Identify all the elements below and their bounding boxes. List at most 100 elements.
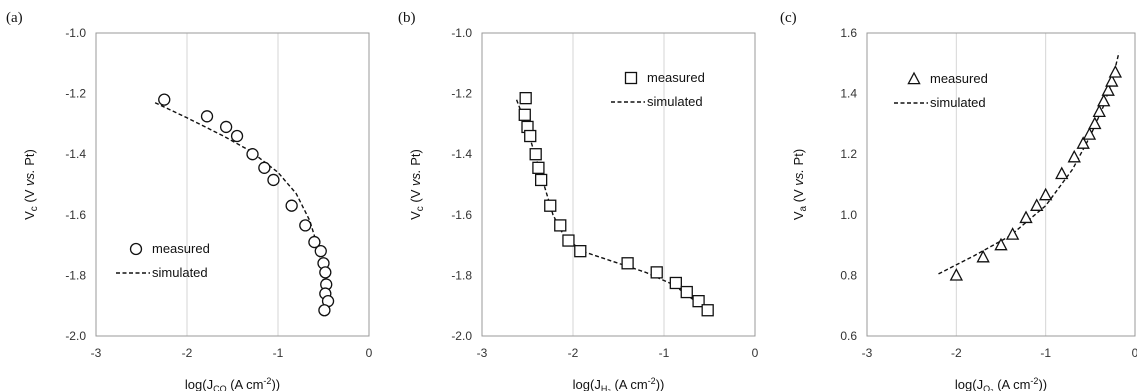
legend-measured-marker: [907, 71, 921, 85]
y-tick-label: -1.4: [451, 147, 472, 161]
measured-point: [650, 266, 663, 279]
plot-frame: [481, 32, 756, 337]
measured-point: [200, 110, 214, 123]
measured-point: [258, 161, 271, 174]
y-tick-label: -1.2: [65, 87, 86, 101]
measured-point: [680, 285, 693, 299]
x-axis-label-sup: -2: [1030, 376, 1038, 386]
x-axis-label-tail: (A cm: [611, 377, 648, 391]
panel-label: (b): [398, 10, 416, 26]
x-axis-label-end: )): [271, 377, 280, 391]
y-tick-label: -2.0: [451, 329, 472, 343]
measured-point: [532, 161, 545, 174]
measured-point: [701, 304, 714, 317]
y-tick-label: 1.4: [840, 87, 857, 101]
y-axis-label-end: Pt): [408, 149, 423, 169]
y-axis-label-end: Pt): [22, 149, 37, 169]
measured-point: [562, 234, 575, 247]
measured-point: [1019, 210, 1033, 224]
measured-point: [219, 120, 233, 134]
x-axis-label-base: log(J: [955, 377, 983, 391]
y-axis-label-sub: c: [415, 206, 426, 211]
x-axis-label-end: )): [1038, 377, 1047, 391]
legend-measured-label: measured: [152, 241, 210, 256]
y-tick-label: -1.0: [451, 26, 472, 40]
legend-measured-label: measured: [647, 70, 705, 85]
measured-series: [518, 91, 714, 317]
measured-point: [1082, 127, 1097, 140]
measured-point: [1038, 187, 1053, 201]
measured-point: [1105, 74, 1119, 87]
y-tick-label: 1.0: [840, 208, 857, 222]
y-axis-label-tail: (V: [22, 186, 37, 206]
x-axis-label: log(JH₂ (A cm-2)): [573, 376, 665, 391]
y-axis-label-italic: vs.: [22, 169, 37, 186]
y-tick-label: -1.8: [65, 268, 86, 282]
measured-point: [518, 108, 531, 121]
x-axis-label-base: log(J: [185, 377, 213, 391]
x-axis-label-tail: (A cm: [227, 377, 264, 391]
y-axis-label: Vc (V vs. Pt): [408, 149, 426, 220]
x-axis-label: log(JCO (A cm-2)): [185, 376, 280, 391]
x-axis-label: log(JO₂ (A cm-2)): [955, 376, 1047, 391]
legend: measured simulated: [894, 71, 988, 110]
y-axis-label-tail: (V: [408, 186, 423, 206]
plot-frame: [866, 32, 1136, 337]
measured-point: [308, 235, 321, 249]
y-tick-label: 1.6: [840, 26, 857, 40]
measured-series: [158, 93, 335, 317]
y-tick-label: 0.8: [840, 268, 857, 282]
y-axis-label: Vc (V vs. Pt): [22, 149, 40, 220]
measured-point: [1067, 149, 1081, 163]
x-tick-label: -3: [91, 346, 102, 360]
measured-point: [318, 304, 331, 317]
y-axis-label-italic: vs.: [408, 169, 423, 186]
measured-point: [519, 91, 532, 105]
measured-point: [621, 257, 634, 270]
panel-label: (a): [6, 10, 23, 26]
measured-point: [544, 199, 557, 212]
y-tick-label: -1.6: [65, 208, 86, 222]
x-tick-label: -3: [477, 346, 488, 360]
x-tick-label: -3: [862, 346, 873, 360]
measured-point: [574, 245, 587, 258]
measured-point: [230, 129, 244, 143]
x-axis-label-sub: CO: [213, 384, 227, 391]
y-tick-label: -1.4: [65, 147, 86, 161]
measured-point: [1076, 136, 1090, 149]
y-tick-label: 0.6: [840, 329, 857, 343]
x-axis-label-sub: O₂: [983, 384, 994, 391]
y-axis-label-tail: (V: [791, 186, 806, 206]
measured-point: [949, 268, 964, 281]
x-axis-label-tail: (A cm: [994, 377, 1031, 391]
x-axis-label-base: log(J: [573, 377, 601, 391]
y-axis-label-base: V: [791, 211, 806, 220]
legend-measured-marker: [129, 242, 143, 256]
x-axis-label-sup: -2: [648, 376, 656, 386]
measured-point: [535, 173, 548, 187]
panel-a: -3 -2 -1 0 -2.0 -1.8 -1.6 -1.4 -1.2 -1.0 log(JCO (…: [6, 10, 373, 391]
measured-point: [267, 173, 280, 187]
y-axis-label-base: V: [22, 211, 37, 220]
measured-series: [949, 64, 1123, 281]
measured-point: [314, 245, 327, 258]
x-axis-label-sup: -2: [263, 376, 271, 386]
x-tick-label: -2: [182, 346, 193, 360]
measured-point: [246, 148, 259, 161]
measured-point: [1097, 93, 1111, 107]
x-tick-label: -2: [951, 346, 962, 360]
plot-frame: [95, 32, 370, 337]
measured-point: [1088, 116, 1102, 130]
panel-label: (c): [780, 10, 797, 26]
y-tick-label: -1.0: [65, 26, 86, 40]
legend-simulated-label: simulated: [647, 94, 703, 109]
measured-point: [994, 237, 1008, 251]
measured-point: [976, 249, 990, 263]
legend-simulated-label: simulated: [930, 95, 986, 110]
x-tick-label: -1: [659, 346, 670, 360]
legend-measured-label: measured: [930, 71, 988, 86]
y-tick-label: -2.0: [65, 329, 86, 343]
y-axis-label-sub: a: [798, 205, 809, 211]
y-axis-label-base: V: [408, 211, 423, 220]
measured-point: [1005, 227, 1020, 240]
